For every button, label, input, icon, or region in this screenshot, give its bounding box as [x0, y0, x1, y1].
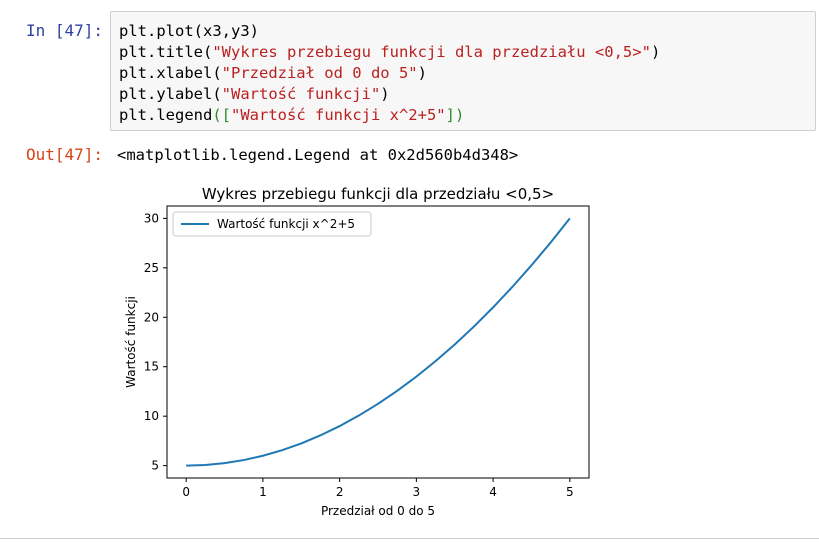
x-axis-label: Przedział od 0 do 5	[321, 504, 435, 518]
x-tick-label: 2	[336, 485, 344, 499]
code-editor[interactable]: plt.plot(x3,y3) plt.title("Wykres przebie…	[119, 21, 660, 126]
series-line	[186, 217, 571, 467]
y-tick-label: 30	[144, 211, 159, 225]
code-cell[interactable]: plt.plot(x3,y3) plt.title("Wykres przebie…	[110, 11, 816, 131]
code-token: plt.plot(x3,y3)	[119, 22, 259, 40]
x-tick-label: 3	[413, 485, 421, 499]
output-text: <matplotlib.legend.Legend at 0x2d560b4d3…	[117, 146, 519, 164]
x-tick-label: 1	[259, 485, 267, 499]
y-tick-label: 5	[151, 459, 159, 473]
y-tick-label: 25	[144, 261, 159, 275]
code-token: plt.title(	[119, 43, 213, 61]
code-token: plt.ylabel(	[119, 85, 222, 103]
x-tick-label: 5	[566, 485, 574, 499]
output-prompt: Out[47]:	[26, 145, 104, 164]
code-bracket: ([	[212, 106, 231, 124]
code-line: plt.xlabel("Przedział od 0 do 5")	[119, 63, 660, 84]
code-token: )	[650, 43, 661, 61]
y-tick-label: 15	[144, 360, 159, 374]
input-prompt: In [47]:	[26, 21, 104, 40]
code-token: plt.legend	[119, 106, 213, 124]
y-tick-label: 10	[144, 409, 159, 423]
code-string: "Wykres przebiegu funkcji dla przedziału…	[212, 43, 651, 61]
code-line: plt.title("Wykres przebiegu funkcji dla …	[119, 42, 660, 63]
y-tick-label: 20	[144, 310, 159, 324]
chart-title: Wykres przebiegu funkcji dla przedziału …	[202, 185, 554, 203]
legend-label: Wartość funkcji x^2+5	[217, 217, 355, 231]
code-token: )	[380, 85, 390, 103]
code-token: plt.xlabel(	[119, 64, 222, 82]
code-line: plt.plot(x3,y3)	[119, 21, 660, 42]
y-axis-label: Wartość funkcji	[124, 296, 138, 388]
plot-frame	[166, 205, 590, 479]
code-line: plt.legend(["Wartość funkcji x^2+5"])	[119, 105, 660, 126]
legend-box	[172, 211, 372, 237]
code-string: "Wartość funkcji x^2+5"	[231, 106, 446, 124]
x-tick-label: 4	[489, 485, 497, 499]
code-token: )	[417, 64, 427, 82]
line-chart: Wykres przebiegu funkcji dla przedziału …	[124, 185, 590, 518]
code-line: plt.ylabel("Wartość funkcji")	[119, 84, 660, 105]
code-string: "Przedział od 0 do 5"	[221, 64, 418, 82]
x-tick-label: 0	[182, 485, 190, 499]
code-bracket: ])	[445, 106, 465, 124]
cell-divider	[0, 538, 819, 539]
code-string: "Wartość funkcji"	[221, 85, 381, 103]
